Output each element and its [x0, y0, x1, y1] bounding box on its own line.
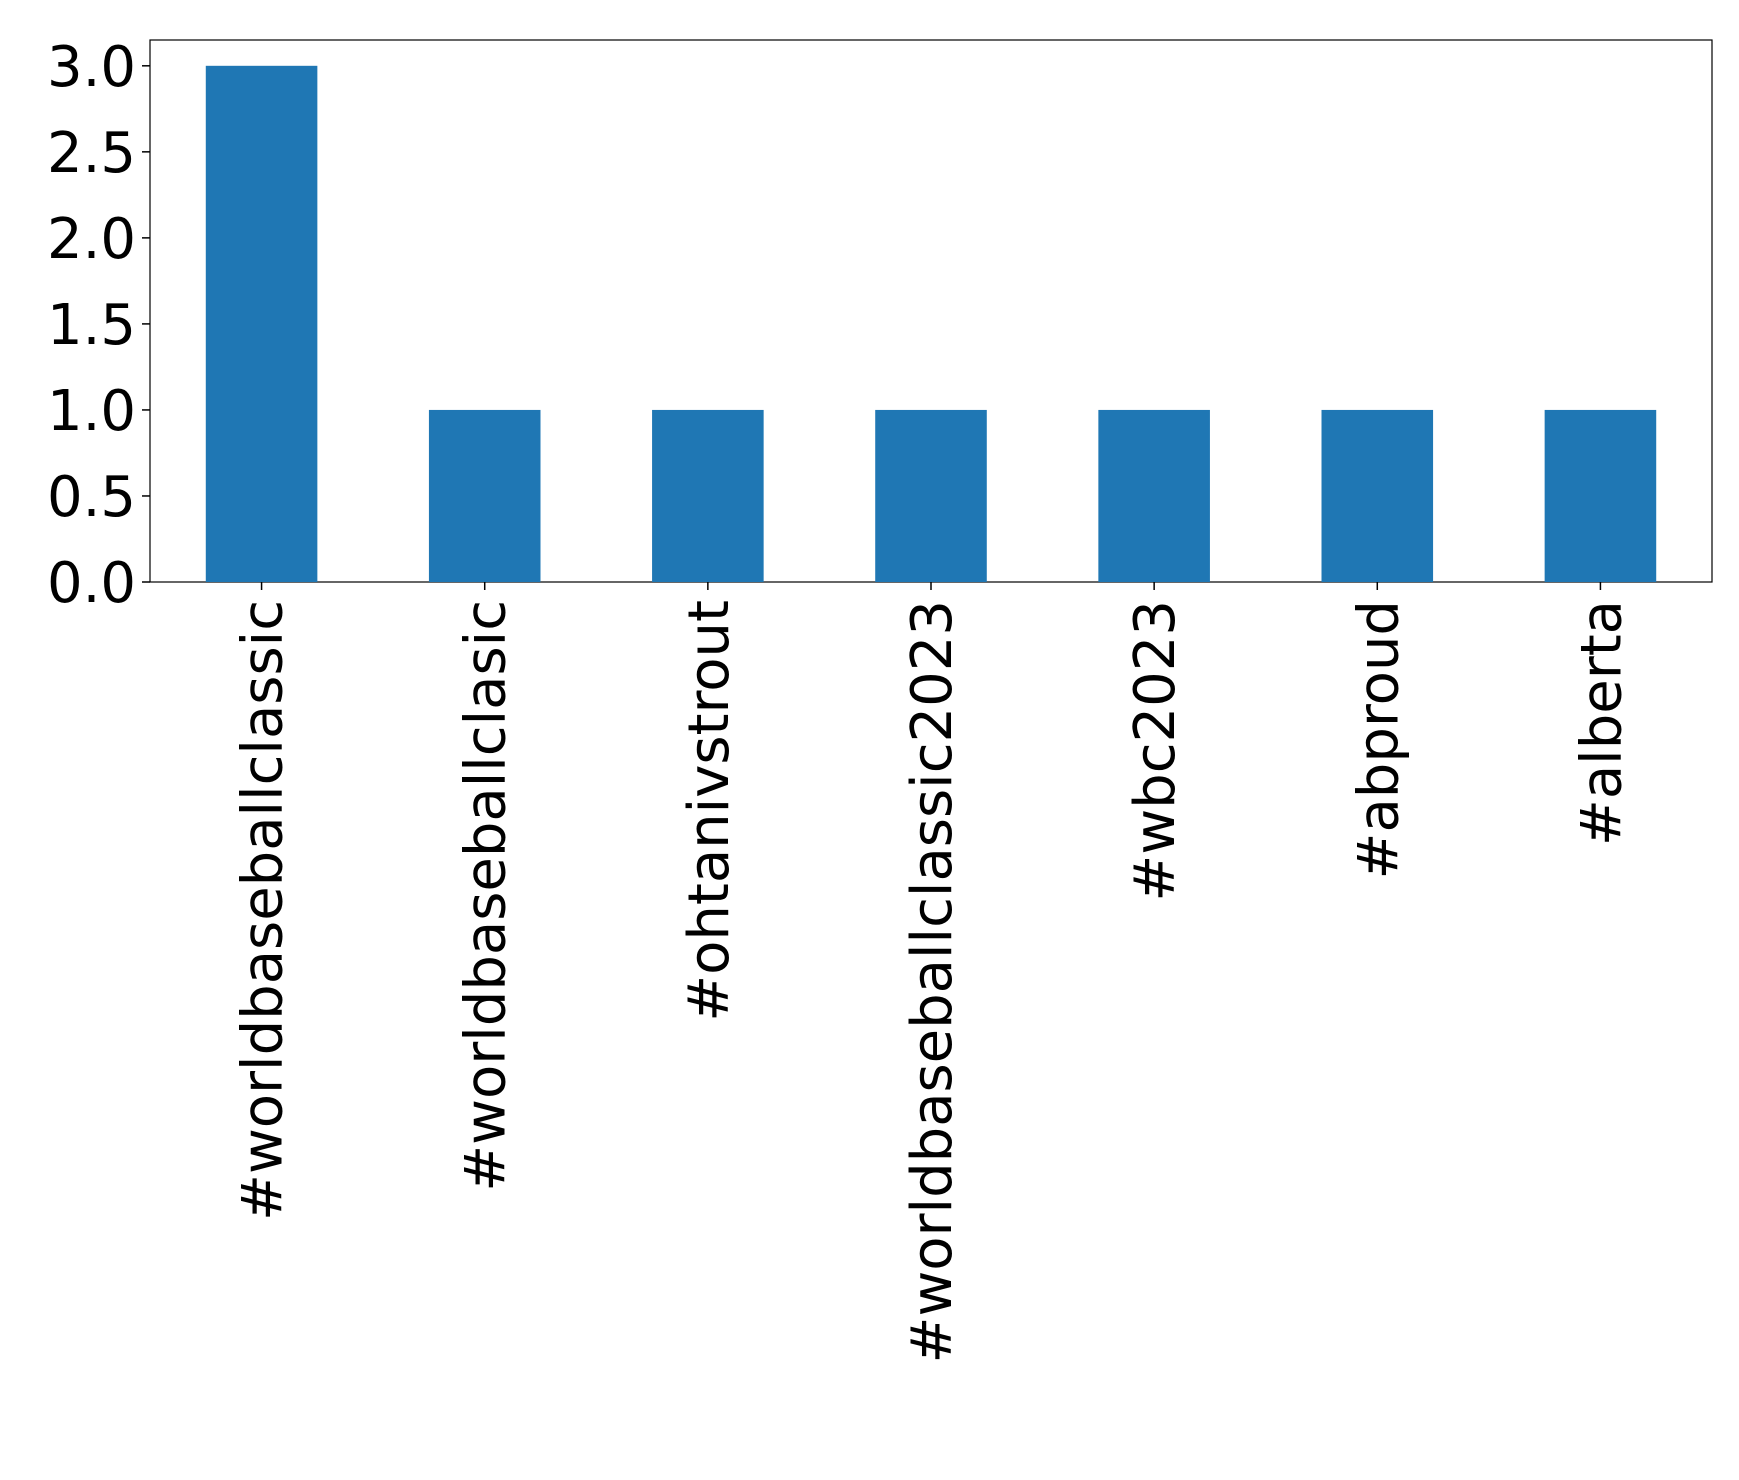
bar: [428, 409, 541, 582]
y-tick-label: 3.0: [47, 35, 136, 100]
bar: [652, 409, 764, 582]
x-tick-label: #ohtanivstrout: [677, 600, 742, 1022]
bar: [1544, 409, 1657, 582]
y-tick-label: 0.0: [47, 551, 136, 616]
y-tick-label: 0.5: [47, 465, 136, 530]
bar: [1098, 409, 1210, 582]
x-tick-label: #abproud: [1346, 600, 1411, 879]
y-tick-label: 2.0: [47, 207, 136, 272]
y-tick-label: 1.0: [47, 379, 136, 444]
y-tick-label: 2.5: [47, 121, 136, 186]
x-tick-label: #alberta: [1569, 600, 1634, 846]
y-tick-label: 1.5: [47, 293, 136, 358]
x-tick-label: #worldbaseballclassic2023: [900, 600, 965, 1363]
x-tick-label: #wbc2023: [1123, 600, 1188, 902]
x-tick-label: #worldbaseballclasic: [454, 600, 519, 1192]
x-tick-label: #worldbaseballclassic: [231, 600, 296, 1221]
bar: [1321, 409, 1434, 582]
bar: [205, 65, 318, 583]
bar: [875, 409, 987, 582]
